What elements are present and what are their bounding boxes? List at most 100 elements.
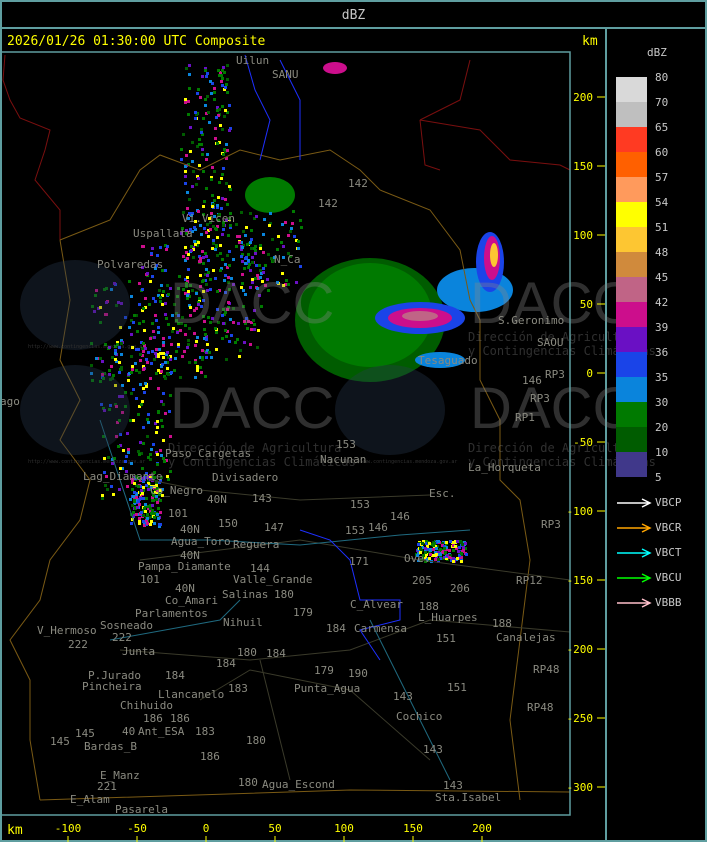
place-label: 142 (348, 177, 368, 190)
radar-echo (178, 275, 181, 278)
radar-echo (148, 303, 151, 306)
radar-echo (251, 278, 254, 281)
radar-echo (220, 177, 223, 180)
radar-echo (114, 352, 117, 355)
radar-echo (202, 170, 205, 173)
radar-echo (141, 492, 144, 495)
radar-echo (136, 506, 139, 509)
radar-echo (185, 285, 188, 288)
radar-echo (221, 314, 224, 317)
place-label: 183 (228, 682, 248, 695)
radar-echo (188, 64, 191, 67)
radar-echo (154, 352, 157, 355)
place-label: Reguera (233, 538, 279, 551)
watermark-url: http://www.contingencias.mendoza.gov.ar (28, 459, 145, 465)
radar-echo (216, 290, 219, 293)
radar-echo (188, 198, 191, 201)
radar-echo (124, 316, 127, 319)
radar-echo (143, 329, 146, 332)
x-tick-label: 200 (472, 822, 492, 835)
legend-swatch (616, 277, 647, 302)
radar-echo (168, 410, 171, 413)
radar-echo (133, 500, 136, 503)
radar-echo (443, 545, 446, 548)
radar-echo (258, 264, 261, 267)
radar-echo (221, 128, 224, 131)
radar-echo (205, 356, 208, 359)
radar-echo (95, 289, 98, 292)
river-blue (244, 54, 401, 661)
radar-echo (252, 319, 255, 322)
radar-echo (199, 285, 202, 288)
radar-echo (157, 507, 160, 510)
radar-echo (211, 194, 214, 197)
radar-echo (150, 448, 153, 451)
radar-echo (165, 248, 168, 251)
place-label: Nihuil (223, 616, 263, 629)
radar-echo (226, 254, 229, 257)
radar-echo (169, 358, 172, 361)
radar-echo (159, 511, 162, 514)
radar-echo (188, 87, 191, 90)
place-label: 143 (423, 743, 443, 756)
radar-echo (144, 510, 147, 513)
radar-echo (224, 311, 227, 314)
radar-echo (204, 252, 207, 255)
radar-echo (197, 88, 200, 91)
place-label: Punta_Agua (294, 682, 360, 695)
radar-echo (232, 321, 235, 324)
radar-echo (119, 326, 122, 329)
map-title: 2026/01/26 01:30:00 UTC Composite (7, 34, 266, 49)
radar-label: VBCP (655, 496, 682, 509)
radar-echo (142, 520, 145, 523)
radar-echo (236, 338, 239, 341)
radar-echo (236, 235, 239, 238)
radar-echo (212, 269, 215, 272)
radar-echo (225, 358, 228, 361)
radar-echo (226, 64, 229, 67)
radar-echo (157, 369, 160, 372)
place-label: Nacunan (320, 453, 366, 466)
radar-echo (130, 295, 133, 298)
radar-echo (230, 334, 233, 337)
radar-echo (212, 242, 215, 245)
radar-echo (464, 547, 467, 550)
place-label: V_Hermoso (37, 624, 97, 637)
radar-echo (158, 525, 161, 528)
radar-echo (253, 323, 256, 326)
radar-echo (221, 105, 224, 108)
radar-echo (245, 226, 248, 229)
radar-echo (114, 384, 117, 387)
radar-echo (201, 148, 204, 151)
radar-echo (203, 337, 206, 340)
y-tick-label: 100 (573, 229, 593, 242)
radar-echo (287, 283, 290, 286)
place-label: 180 (237, 646, 257, 659)
y-tick-label: 150 (573, 160, 593, 173)
radar-echo (210, 176, 213, 179)
radar-echo (214, 277, 217, 280)
radar-echo (125, 470, 128, 473)
radar-echo (245, 317, 248, 320)
place-label: 188 (419, 600, 439, 613)
radar-echo (201, 75, 204, 78)
radar-echo (128, 326, 131, 329)
radar-echo (254, 249, 257, 252)
radar-echo (173, 303, 176, 306)
radar-echo (127, 451, 130, 454)
radar-echo (160, 476, 163, 479)
radar-echo (184, 165, 187, 168)
radar-echo (131, 481, 134, 484)
radar-echo (165, 317, 168, 320)
radar-echo (142, 342, 145, 345)
radar-echo (219, 269, 222, 272)
radar-echo (248, 263, 251, 266)
radar-echo (462, 546, 465, 549)
radar-echo (148, 516, 151, 519)
radar-echo (176, 331, 179, 334)
radar-echo (168, 336, 171, 339)
radar-echo (422, 557, 425, 560)
radar-echo (238, 355, 241, 358)
radar-echo (155, 484, 158, 487)
